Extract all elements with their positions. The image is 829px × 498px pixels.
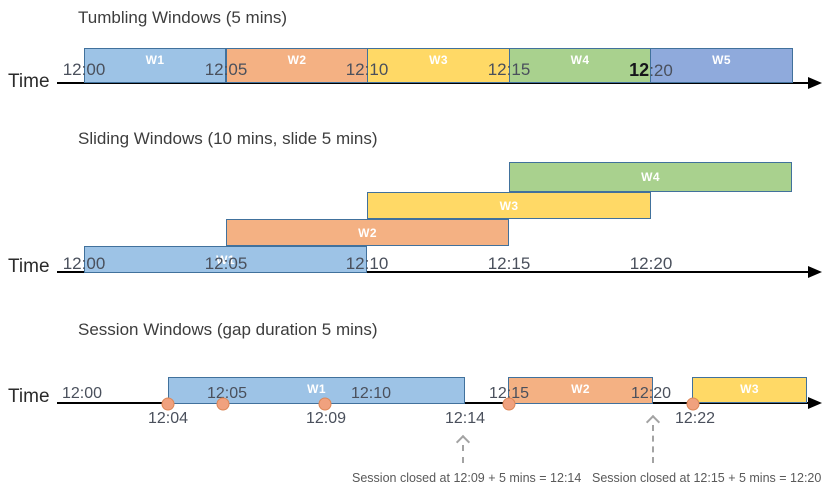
window-label: W3 xyxy=(740,382,759,396)
window-label: W2 xyxy=(287,53,307,67)
tick-12-00: 12:00 xyxy=(62,254,106,273)
window-label: W1 xyxy=(307,382,326,396)
session-window-w2: W2 xyxy=(508,377,653,404)
window-label: W4 xyxy=(570,53,590,67)
window-label: W1 xyxy=(145,53,165,67)
sliding-window-w1: W1 xyxy=(84,246,367,273)
tumbling-window-w1: W1 xyxy=(84,48,226,83)
event-dot xyxy=(686,397,700,411)
dashed-arrow-line xyxy=(462,445,464,463)
session-close-annotation-1: Session closed at 12:09 + 5 mins = 12:14 xyxy=(352,471,582,485)
event-dot xyxy=(216,397,230,411)
window-label: W3 xyxy=(429,53,448,67)
tick-12-15: 12:15 xyxy=(488,385,530,402)
session-window-w3: W3 xyxy=(692,377,807,403)
window-label: W4 xyxy=(641,170,660,184)
tumbling-timeline xyxy=(57,82,808,85)
tumbling-time-axis-label: Time xyxy=(8,71,50,92)
tick-12-05: 12:05 xyxy=(206,385,248,402)
tumbling-window-w3: W3 xyxy=(367,48,510,83)
session-time-axis-label: Time xyxy=(8,386,50,407)
sliding-time-axis-label: Time xyxy=(8,256,50,277)
tumbling-title: Tumbling Windows (5 mins) xyxy=(78,8,288,27)
tumbling-window-w4: W4 xyxy=(509,48,651,83)
sliding-window-w2: W2 xyxy=(226,219,509,246)
tumbling-window-w5: W5 xyxy=(650,48,793,83)
sliding-window-w4: W4 xyxy=(509,162,792,192)
sliding-window-w3: W3 xyxy=(367,192,651,219)
window-label: W2 xyxy=(571,382,590,396)
tick-12-10: 12:10 xyxy=(345,60,389,79)
event-label-12-09: 12:09 xyxy=(305,410,347,427)
tick-12-20: 12:20 xyxy=(630,385,672,402)
sliding-timeline xyxy=(57,271,808,274)
close-label-12-14: 12:14 xyxy=(444,410,486,427)
timeline-arrow-icon xyxy=(808,266,822,278)
event-dot xyxy=(502,397,516,411)
tick-12-15: 12:15 xyxy=(487,60,531,79)
session-title: Session Windows (gap duration 5 mins) xyxy=(78,320,378,339)
tick-12-05: 12:05 xyxy=(204,254,248,273)
event-dot xyxy=(161,397,175,411)
timeline-arrow-icon xyxy=(808,397,822,409)
session-close-annotation-2: Session closed at 12:15 + 5 mins = 12:20 xyxy=(592,471,822,485)
dashed-arrow-line xyxy=(652,425,654,463)
tick-12-00: 12:00 xyxy=(61,385,103,402)
tick-12-00: 12:00 xyxy=(62,60,106,79)
tick-12-10: 12:10 xyxy=(345,254,389,273)
tick-12-05: 12:05 xyxy=(204,60,248,79)
tumbling-window-w2: W2 xyxy=(226,48,368,83)
sliding-title: Sliding Windows (10 mins, slide 5 mins) xyxy=(78,129,378,148)
window-label: W3 xyxy=(499,198,519,213)
timeline-arrow-icon xyxy=(808,77,822,89)
tick-12-20: 12:20 xyxy=(629,254,673,273)
window-label: W2 xyxy=(358,225,377,240)
tick-12-10: 12:10 xyxy=(350,385,392,402)
event-dot xyxy=(318,397,332,411)
tick-12-20: 12:20 xyxy=(629,60,673,80)
event-label-12-04: 12:04 xyxy=(147,410,189,427)
event-label-12-22: 12:22 xyxy=(674,410,716,427)
tick-12-15: 12:15 xyxy=(487,254,531,273)
window-label: W1 xyxy=(216,252,235,267)
window-label: W5 xyxy=(712,53,731,67)
